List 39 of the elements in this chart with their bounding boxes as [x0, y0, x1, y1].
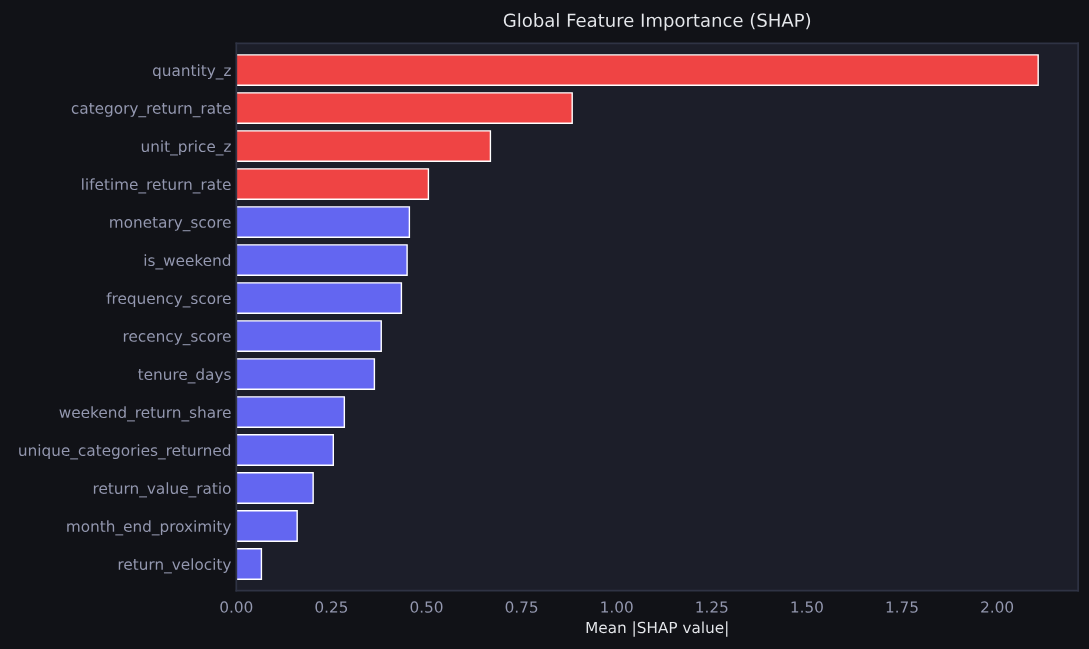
y-tick-label: is_weekend	[144, 254, 231, 270]
bar	[236, 282, 403, 314]
bar	[236, 472, 314, 504]
y-tick-label: lifetime_return_rate	[82, 178, 231, 194]
y-tick-label: return_velocity	[118, 558, 231, 574]
bar	[236, 510, 298, 542]
x-tick-label: 0.00	[220, 601, 253, 613]
x-tick-label: 0.25	[315, 601, 348, 613]
bar	[236, 168, 430, 200]
y-tick-label: category_return_rate	[71, 102, 231, 118]
bar	[236, 244, 408, 276]
y-tick-label: unit_price_z	[141, 140, 231, 156]
x-axis-title: Mean |SHAP value|	[586, 621, 728, 637]
bar	[236, 206, 411, 238]
y-tick-label: unique_categories_returned	[19, 444, 231, 460]
y-tick-label: recency_score	[123, 333, 231, 346]
bar	[236, 320, 382, 352]
x-tick-label: 1.00	[601, 601, 633, 613]
x-tick-label: 1.50	[791, 601, 823, 613]
y-tick-label: weekend_return_share	[59, 406, 231, 422]
x-tick-label: 1.75	[886, 601, 918, 613]
y-tick-label: tenure_days	[138, 368, 231, 384]
bar	[236, 434, 335, 466]
x-tick-label: 1.25	[696, 601, 728, 613]
x-tick-label: 0.50	[410, 601, 443, 613]
bar	[236, 92, 573, 124]
bar	[236, 358, 376, 390]
x-tick-label: 0.75	[505, 601, 538, 613]
y-tick-label: month_end_proximity	[67, 520, 231, 536]
bar	[236, 130, 492, 162]
x-tick-label: 2.00	[981, 601, 1014, 613]
y-tick-label: monetary_score	[110, 216, 231, 232]
y-tick-label: return_value_ratio	[93, 482, 231, 498]
bar	[236, 548, 263, 580]
y-tick-label: frequency_score	[106, 292, 231, 308]
chart-title: Global Feature Importance (SHAP)	[503, 13, 811, 31]
bar	[236, 54, 1039, 86]
y-tick-label: quantity_z	[152, 64, 231, 80]
bar	[236, 396, 346, 428]
